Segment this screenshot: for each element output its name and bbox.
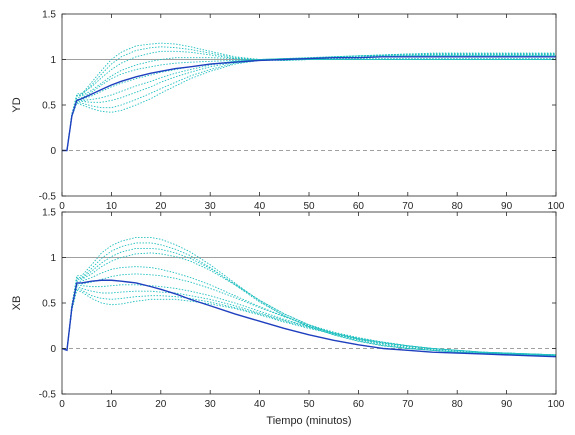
y-tick-label: 1 [50, 253, 56, 264]
nominal-response-line [62, 56, 556, 152]
y-tick-label: 0 [50, 146, 56, 157]
ensemble-response-line-9 [61, 289, 557, 356]
y-tick-label: 1 [50, 55, 56, 66]
ensemble-response-line-1 [62, 42, 556, 151]
y-axis-label: XB [11, 296, 23, 311]
ensemble-response-line-10 [61, 247, 557, 357]
x-tick-label: 100 [548, 201, 565, 212]
x-tick-label: 20 [155, 201, 167, 212]
x-tick-label: 20 [155, 399, 167, 410]
ensemble-response-line-8 [62, 59, 556, 151]
ensemble-response-line-4 [62, 52, 556, 151]
ensemble-response-line-5 [61, 273, 557, 356]
x-tick-label: 90 [501, 201, 513, 212]
nominal-response-line [61, 279, 557, 358]
x-tick-label: 0 [59, 201, 65, 212]
x-tick-label: 10 [106, 201, 118, 212]
ensemble-response-line-4 [61, 266, 557, 357]
y-axis-label: YD [11, 97, 23, 112]
ensemble-response-line-1 [61, 237, 557, 357]
ensemble-response-line-2 [61, 242, 557, 357]
x-tick-label: 100 [548, 399, 565, 410]
y-tick-label: 0.5 [42, 299, 56, 310]
y-tick-label: 0.5 [42, 101, 56, 112]
plot-area [62, 212, 556, 394]
ensemble-response-line-3 [62, 50, 556, 151]
chart-panel-xb: -0.500.511.50 10 20 30 40 50 60 70 80 90 100XBTiem… [11, 208, 565, 428]
y-tick-label: -0.5 [39, 192, 57, 203]
plot-area [62, 14, 556, 196]
y-tick-label: 1.5 [42, 208, 56, 219]
x-tick-label: 70 [402, 201, 414, 212]
x-tick-label: 80 [452, 399, 464, 410]
x-tick-label: 60 [353, 201, 365, 212]
ensemble-response-line-3 [61, 252, 557, 357]
ensemble-response-line-8 [61, 287, 557, 356]
x-axis-label: Tiempo (minutos) [266, 415, 351, 427]
ensemble-response-line-7 [62, 59, 556, 151]
x-tick-label: 30 [205, 201, 217, 212]
x-tick-label: 40 [254, 399, 266, 410]
x-tick-label: 10 [106, 399, 118, 410]
y-tick-label: 1.5 [42, 10, 56, 21]
x-tick-label: 0 [59, 399, 65, 410]
x-tick-label: 60 [353, 399, 365, 410]
x-tick-label: 80 [452, 201, 464, 212]
x-tick-label: 70 [402, 399, 414, 410]
x-tick-label: 40 [254, 201, 266, 212]
y-tick-label: -0.5 [39, 390, 57, 401]
x-tick-label: 50 [303, 399, 315, 410]
x-tick-label: 30 [205, 399, 217, 410]
y-tick-label: 0 [50, 344, 56, 355]
x-tick-label: 90 [501, 399, 513, 410]
x-tick-label: 50 [303, 201, 315, 212]
